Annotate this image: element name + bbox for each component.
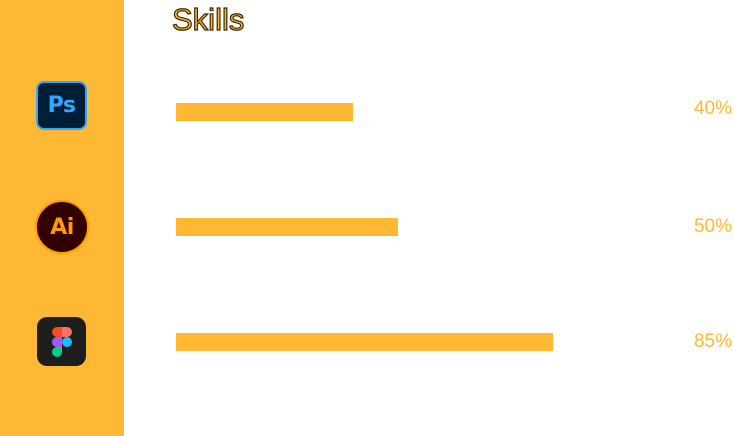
figma-skill-percent: 85% <box>693 331 732 352</box>
figma-icon <box>37 317 86 366</box>
photoshop-skill-percent: 40% <box>693 98 732 119</box>
photoshop-skill-bar <box>176 103 676 121</box>
figma-skill-bar-fill <box>176 333 553 351</box>
figma-logo-shape <box>51 326 72 357</box>
illustrator-skill-bar <box>176 218 676 236</box>
illustrator-icon: Ai <box>35 200 89 254</box>
photoshop-icon-label: Ps <box>47 93 76 118</box>
photoshop-icon: Ps <box>36 81 87 130</box>
figma-skill-bar <box>176 333 676 351</box>
illustrator-icon-label: Ai <box>50 214 74 240</box>
skills-sidebar: Ps Ai <box>0 0 124 436</box>
photoshop-skill-bar-fill <box>176 103 353 121</box>
illustrator-skill-percent: 50% <box>693 216 732 237</box>
page-title: Skills <box>171 1 245 37</box>
illustrator-skill-bar-fill <box>176 218 398 236</box>
